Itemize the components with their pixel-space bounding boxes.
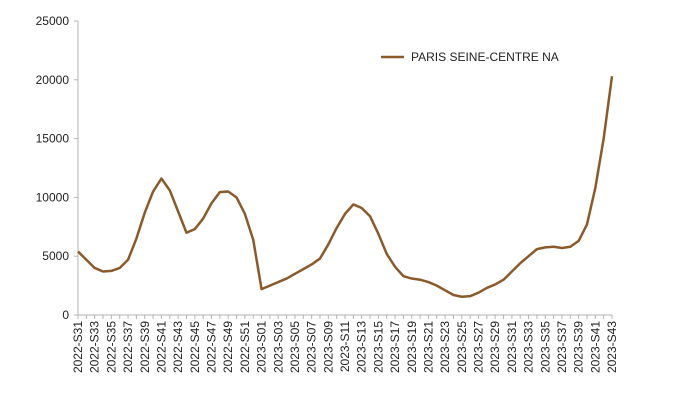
x-tick-label: 2023-S41	[588, 321, 602, 373]
x-tick-label: 2022-S45	[188, 321, 202, 373]
x-tick-label: 2023-S25	[455, 321, 469, 373]
y-tick-label: 20000	[36, 73, 70, 87]
x-tick-label: 2022-S49	[221, 321, 235, 373]
x-tick-label: 2023-S11	[338, 321, 352, 372]
y-tick-label: 0	[62, 308, 69, 322]
x-tick-label: 2023-S39	[572, 321, 586, 373]
y-tick-label: 5000	[42, 249, 69, 263]
x-tick-label: 2023-S09	[321, 321, 335, 373]
x-tick-label: 2023-S21	[421, 321, 435, 373]
x-tick-label: 2023-S05	[288, 321, 302, 373]
y-tick-label: 10000	[36, 190, 70, 204]
x-tick-label: 2023-S31	[505, 321, 519, 373]
x-tick-label: 2022-S47	[205, 321, 219, 373]
x-tick-label: 2022-S37	[121, 321, 135, 373]
x-tick-label: 2023-S03	[271, 321, 285, 373]
x-tick-label: 2023-S33	[522, 321, 536, 373]
x-tick-label: 2023-S17	[388, 321, 402, 373]
x-tick-label: 2022-S33	[88, 321, 102, 373]
x-tick-label: 2022-S43	[171, 321, 185, 373]
x-tick-label: 2023-S29	[488, 321, 502, 373]
x-tick-label: 2023-S19	[405, 321, 419, 373]
x-tick-label: 2023-S37	[555, 321, 569, 373]
x-tick-label: 2022-S35	[104, 321, 118, 373]
y-tick-label: 15000	[36, 132, 70, 146]
x-tick-label: 2023-S23	[438, 321, 452, 373]
x-tick-label: 2023-S27	[472, 321, 486, 373]
x-tick-label: 2023-S35	[538, 321, 552, 373]
x-tick-label: 2023-S13	[355, 321, 369, 373]
x-tick-label: 2023-S01	[255, 321, 269, 373]
x-tick-label: 2022-S51	[238, 321, 252, 373]
line-series	[77, 76, 614, 299]
x-tick-label: 2022-S31	[71, 321, 85, 373]
x-tick-label: 2022-S39	[138, 321, 152, 373]
x-tick-label: 2023-S43	[605, 321, 619, 373]
x-tick-label: 2022-S41	[154, 321, 168, 373]
legend-label: PARIS SEINE-CENTRE NA	[411, 50, 559, 64]
x-tick-label: 2023-S15	[371, 321, 385, 373]
y-tick-label: 25000	[36, 14, 70, 28]
x-tick-label: 2023-S07	[305, 321, 319, 373]
